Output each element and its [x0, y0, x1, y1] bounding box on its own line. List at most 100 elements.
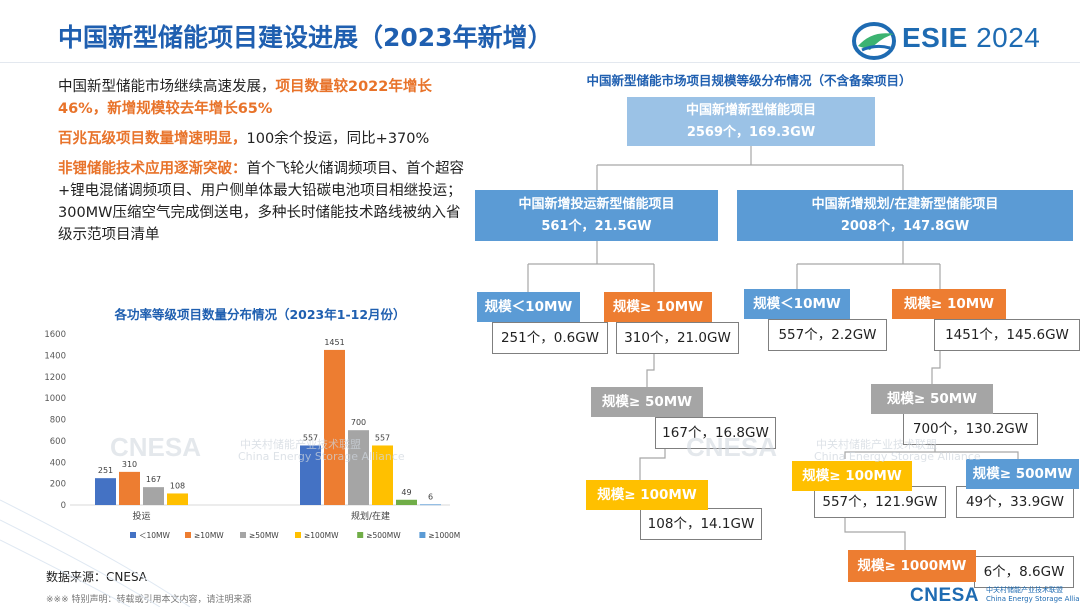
tree-root-label: 中国新增新型储能项目 — [685, 103, 816, 118]
x-category-label: 规划/在建 — [351, 510, 390, 522]
point-100mw-text: 100余个投运，同比+370% — [246, 131, 430, 147]
x-category-label: 投运 — [132, 510, 150, 522]
logo-year: 2024 — [976, 22, 1041, 53]
y-tick-label: 600 — [50, 437, 66, 447]
bar — [167, 493, 188, 505]
bar — [348, 430, 369, 505]
pl-lt10-label: 规模＜10MW — [744, 289, 850, 319]
op-ge10-value: 310个，21.0GW — [616, 322, 739, 354]
footer-alliance-en: China Energy Storage Alliance — [986, 595, 1080, 603]
bar-value-label: 49 — [401, 488, 411, 497]
bar-value-label: 6 — [428, 492, 433, 501]
op-ge10-label: 规模≥ 10MW — [604, 292, 712, 322]
y-tick-label: 1600 — [44, 330, 66, 340]
bar — [143, 487, 164, 505]
esie-logo-icon — [852, 22, 896, 60]
bar — [324, 349, 345, 505]
bar — [420, 504, 441, 506]
bar-value-label: 557 — [375, 433, 390, 442]
bar-value-label: 310 — [122, 460, 137, 469]
bar-value-label: 108 — [170, 481, 185, 490]
op-ge100-label: 规模≥ 100MW — [586, 480, 708, 510]
legend-label: ＜10MW — [139, 531, 171, 540]
watermark-left-cn: 中关村储能产业技术联盟 — [240, 438, 361, 451]
bar-value-label: 700 — [351, 418, 366, 427]
op-lt10-value: 251个，0.6GW — [492, 322, 608, 354]
bar — [95, 478, 116, 505]
pl-ge1000-value: 6个，8.6GW — [974, 556, 1074, 588]
tree-operating-label: 中国新增投运新型储能项目 — [518, 197, 675, 212]
y-tick-label: 1400 — [44, 351, 66, 361]
bar-value-label: 167 — [146, 475, 161, 484]
page-title: 中国新型储能项目建设进展（2023年新增） — [58, 23, 553, 52]
watermark-left: CNESA 中关村储能产业技术联盟 China Energy Storage A… — [110, 432, 405, 463]
bar-value-label: 251 — [98, 466, 113, 475]
footer-alliance: 中关村储能产业技术联盟 China Energy Storage Allianc… — [986, 586, 1080, 604]
footer-alliance-cn: 中关村储能产业技术联盟 — [986, 586, 1063, 594]
tree-title: 中国新型储能市场项目规模等级分布情况（不含备案项目） — [586, 73, 912, 88]
pl-ge500-value: 49个，33.9GW — [956, 486, 1074, 518]
key-points: 中国新型储能市场继续高速发展，项目数量较2022年增长46%，新增规模较去年增长… — [58, 76, 468, 254]
legend-label: ≥500MW — [366, 531, 401, 540]
bar-value-label: 1451 — [324, 338, 344, 347]
y-tick-label: 1000 — [44, 394, 66, 404]
bar — [372, 445, 393, 505]
point-growth-text: 中国新型储能市场继续高速发展， — [58, 79, 276, 95]
legend-swatch — [419, 532, 426, 538]
pl-ge500-label: 规模≥ 500MW — [966, 459, 1079, 489]
bar — [396, 499, 417, 505]
tree-planned-label: 中国新增规划/在建新型储能项目 — [811, 197, 999, 212]
logo-name: ESIE — [902, 22, 968, 53]
op-ge50-value: 167个，16.8GW — [655, 417, 776, 449]
tree-planned-value: 2008个，147.8GW — [840, 219, 970, 234]
legend-swatch — [295, 532, 301, 538]
tree-operating-value: 561个，21.5GW — [541, 219, 652, 234]
pl-lt10-value: 557个，2.2GW — [768, 319, 887, 351]
bar-chart: 0 200 400 600 800 1000 1200 1400 1600 251 310 167 10… — [44, 330, 460, 540]
bar-value-label: 557 — [303, 433, 318, 442]
decorative-curves — [0, 499, 191, 607]
y-tick-label: 0 — [61, 501, 66, 511]
point-growth-highlight: 项目数量较2022年增长46%，新增规模较去年增长65% — [58, 79, 432, 117]
watermark-right-en: China Energy Storage Alliance — [814, 450, 981, 463]
watermark-right: CNESA 中关村储能产业技术联盟 China Energy Storage A… — [686, 432, 981, 463]
point-nonlithium-highlight: 非锂储能技术应用逐渐突破： — [58, 161, 247, 177]
point-100mw: 百兆瓦级项目数量增速明显，100余个投运，同比+370% — [58, 128, 468, 150]
pl-ge50-value: 700个，130.2GW — [903, 413, 1038, 445]
watermark-right-main: CNESA — [686, 432, 778, 462]
point-nonlithium-text: 首个飞轮火储调频项目、首个超容+锂电混储调频项目、用户侧单体最大铅碳电池项目相继… — [58, 161, 464, 243]
op-ge50-label: 规模≥ 50MW — [591, 387, 703, 417]
point-nonlithium: 非锂储能技术应用逐渐突破：首个飞轮火储调频项目、首个超容+锂电混储调频项目、用户… — [58, 158, 468, 246]
bar — [119, 471, 140, 505]
legend-swatch — [240, 532, 246, 538]
point-100mw-highlight: 百兆瓦级项目数量增速明显， — [58, 131, 247, 147]
watermark-right-cn: 中关村储能产业技术联盟 — [816, 438, 937, 451]
y-tick-label: 800 — [50, 416, 66, 426]
footer-brand: CNESA — [910, 585, 980, 606]
point-growth: 中国新型储能市场继续高速发展，项目数量较2022年增长46%，新增规模较去年增长… — [58, 76, 468, 120]
data-source: 数据来源：CNESA — [46, 570, 147, 584]
y-tick-label: 400 — [50, 458, 66, 468]
legend-label: ≥1000MW — [428, 531, 460, 540]
pl-ge1000-label: 规模≥ 1000MW — [848, 550, 976, 582]
tree-root-node: 中国新增新型储能项目 2569个，169.3GW — [627, 97, 875, 146]
legend-swatch — [357, 532, 364, 538]
tree-operating-node: 中国新增投运新型储能项目 561个，21.5GW — [475, 190, 718, 241]
tree-root-value: 2569个，169.3GW — [686, 125, 816, 140]
tree-planned-node: 中国新增规划/在建新型储能项目 2008个，147.8GW — [737, 190, 1073, 241]
legend-label: ≥100MW — [304, 531, 339, 540]
op-ge100-value: 108个，14.1GW — [640, 508, 762, 540]
pl-ge10-value: 1451个，145.6GW — [934, 319, 1080, 351]
y-tick-label: 1200 — [44, 373, 66, 383]
op-lt10-label: 规模＜10MW — [477, 292, 580, 322]
legend-swatch — [185, 532, 191, 538]
chart-title: 各功率等级项目数量分布情况（2023年1-12月份） — [114, 307, 406, 322]
pl-ge10-label: 规模≥ 10MW — [892, 289, 1006, 319]
y-tick-label: 200 — [50, 480, 66, 490]
watermark-left-main: CNESA — [110, 432, 202, 462]
legend-swatch — [130, 532, 136, 538]
pl-ge100-label: 规模≥ 100MW — [792, 461, 912, 491]
bar — [300, 445, 321, 505]
title-divider — [0, 62, 1080, 63]
